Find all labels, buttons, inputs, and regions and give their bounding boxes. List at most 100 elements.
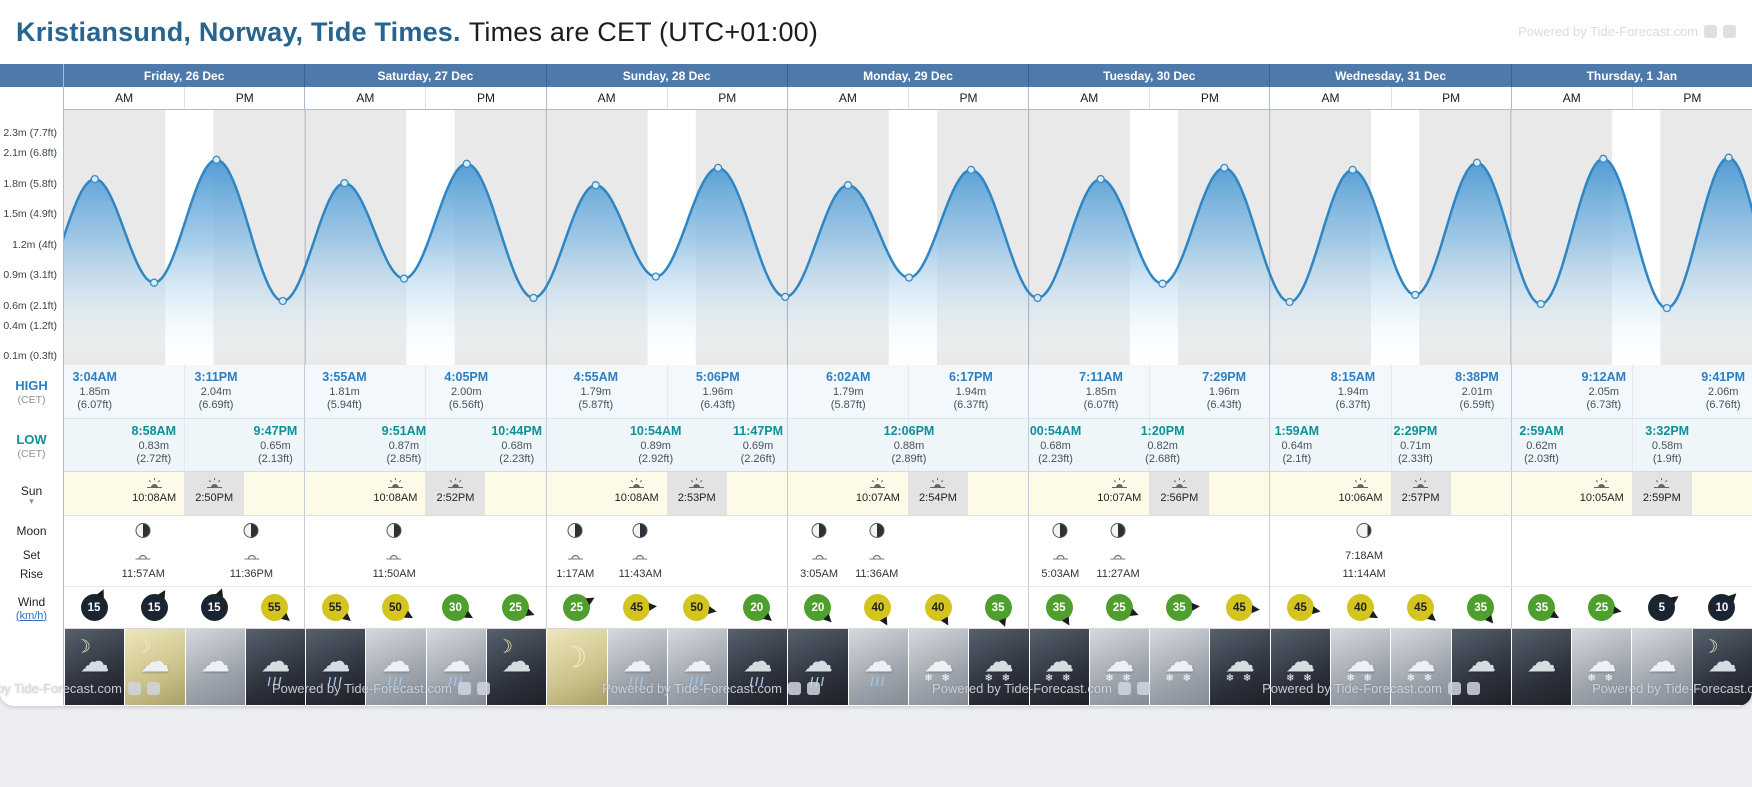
tide-height-m: 0.68m xyxy=(501,439,533,452)
ampm-cell: AM PM xyxy=(786,87,1028,109)
wind-speed-badge: 45 xyxy=(622,593,658,622)
low-tide-cell: 9:51AM 0.87m (2.85ft) 10:44PM 0.68m (2.23ft) xyxy=(304,419,545,471)
high-tide-entry: 9:12AM 2.05m (6.73ft) xyxy=(1582,370,1626,413)
moon-phase-icon xyxy=(1110,523,1126,538)
arrow-icon xyxy=(281,612,293,624)
tide-height-m: 0.71m xyxy=(1400,439,1431,452)
ampm-divider xyxy=(184,419,186,471)
sunrise-time: 10:08AM xyxy=(373,492,418,504)
weather-tile-cloud: ☁ xyxy=(1450,629,1511,705)
wind-speed-badge: 25 xyxy=(502,594,537,621)
wind-speed-badge: 35 xyxy=(1165,593,1201,622)
cloud-icon: ☁ xyxy=(1044,645,1075,679)
sun-cell: 10:08AM 2:50PM xyxy=(64,472,304,515)
day-header-text: Tuesday, 30 Dec xyxy=(1103,68,1196,83)
low-tide-entry: 2:59AM 0.62m (2.03ft) xyxy=(1519,424,1563,467)
tide-time: 1:20PM xyxy=(1140,424,1185,438)
wind-units-link[interactable]: (km/h) xyxy=(15,609,48,622)
wind-direction-arrow xyxy=(622,593,658,622)
axis-label: 0.4m (1.2ft) xyxy=(3,319,57,332)
sun-icon xyxy=(1413,478,1429,488)
tide-height-m: 1.96m xyxy=(702,385,734,398)
weather-tile-snow: ☁ ❄ ❄ xyxy=(1088,629,1150,705)
high-tide-cell: 7:11AM 1.85m (6.07ft) 7:29PM 1.96m (6.43ft) xyxy=(1028,365,1269,418)
ampm-label: PM xyxy=(1149,87,1269,109)
wind-direction-arrow xyxy=(1102,590,1140,625)
high-tide-cell: 3:55AM 1.81m (5.94ft) 4:05PM 2.00m (6.56ft) xyxy=(304,365,545,418)
day-header-cell: Monday, 29 Dec xyxy=(786,64,1028,87)
arrow-icon xyxy=(1061,616,1073,628)
sun-icon xyxy=(930,478,946,488)
wind-direction-arrow xyxy=(1041,589,1078,628)
day-header-text: Friday, 26 Dec xyxy=(143,68,225,83)
wind-speed-badge: 35 xyxy=(984,594,1012,629)
low-tide-entry: 1:59AM 0.64m (2.1ft) xyxy=(1275,424,1319,467)
sun-cell: 10:07AM 2:56PM xyxy=(1028,472,1269,515)
chevron-down-icon[interactable]: ▾ xyxy=(29,495,34,506)
tide-height-ft: (2.68ft) xyxy=(1145,453,1181,466)
tide-time: 7:29PM xyxy=(1202,370,1247,384)
ampm-divider xyxy=(1149,419,1151,471)
tide-height-ft: (2.33ft) xyxy=(1397,453,1433,466)
high-row-label: HIGH (CET) xyxy=(15,378,48,406)
arrow-icon xyxy=(880,616,892,628)
moon-icon: ☽ xyxy=(134,636,152,657)
snow-icon: ❄ ❄ xyxy=(1286,673,1315,685)
tide-height-m: 0.64m xyxy=(1281,439,1313,452)
low-tide-cell: 12:06PM 0.88m (2.89ft) xyxy=(786,419,1028,471)
cloud-icon: ☁ xyxy=(682,645,713,679)
arrow-icon xyxy=(1369,610,1381,622)
weather-tile-moon-cloud: ☽ ☁ xyxy=(485,629,547,705)
weather-tile-rain: ☁/// xyxy=(727,629,788,705)
moonrise-time: 11:43AM xyxy=(618,568,662,580)
axis-label: 2.3m (7.7ft) xyxy=(3,126,57,139)
tide-time: 3:55AM xyxy=(322,370,367,384)
weather-tile-snow: ☁ ❄ ❄ xyxy=(1149,629,1210,705)
high-tide-cell: 4:55AM 1.79m (5.87ft) 5:06PM 1.96m (6.43ft) xyxy=(545,365,787,418)
tide-height-ft: (2.89ft) xyxy=(891,453,927,466)
tide-height-m: 0.87m xyxy=(388,439,420,452)
arrow-icon xyxy=(1251,604,1261,614)
wind-speed-badge: 40 xyxy=(1347,594,1381,622)
day-header-cell: Sunday, 28 Dec xyxy=(545,64,787,87)
ampm-label: AM xyxy=(115,91,134,105)
cloud-icon: ☁ xyxy=(1285,645,1316,679)
sunset-entry: 2:54PM xyxy=(919,477,957,505)
sunrise-time: 10:08AM xyxy=(132,492,177,504)
arrow-icon xyxy=(1550,610,1562,622)
tide-time: 12:06PM xyxy=(883,424,935,438)
axis-label: 0.9m (3.1ft) xyxy=(3,269,57,282)
moon-phase-icon xyxy=(567,523,583,538)
ampm-cell: AM PM xyxy=(64,87,304,109)
cloud-icon: ☁ xyxy=(441,645,472,679)
arrow-icon xyxy=(525,608,537,619)
day-header-cell: Saturday, 27 Dec xyxy=(304,64,545,87)
cloud-icon: ☁ xyxy=(139,645,170,679)
y-axis-labels: 2.6m (8.5ft)2.3m (7.7ft)2.1m (6.8ft)1.8m… xyxy=(0,110,63,365)
moon-setrise-entry: 1:17AM xyxy=(556,547,594,583)
weather-tile-moon: ☽ xyxy=(546,629,607,705)
wind-direction-arrow xyxy=(1165,593,1201,622)
wind-direction-arrow xyxy=(197,586,232,625)
wind-speed-badge: 45 xyxy=(1407,594,1439,624)
sunset-entry: 2:53PM xyxy=(678,477,716,505)
social-icon[interactable] xyxy=(1704,25,1717,38)
moonrise-set-icon-line xyxy=(556,547,594,565)
social-icon[interactable] xyxy=(1723,25,1736,38)
arrow-icon xyxy=(95,587,107,598)
moon-setrise-entry: 11:50AM xyxy=(373,547,416,583)
high-tide-cell: 8:15AM 1.94m (6.37ft) 8:38PM 2.01m (6.59ft) xyxy=(1269,365,1510,418)
sun-icon xyxy=(1111,478,1127,488)
tide-height-ft: (2.85ft) xyxy=(386,453,422,466)
wind-direction-arrow xyxy=(738,588,776,626)
moon-cell xyxy=(545,516,787,545)
powered-by-watermark[interactable]: Powered by Tide-Forecast.com xyxy=(1518,24,1736,39)
sun-cell: 10:07AM 2:54PM xyxy=(786,472,1028,515)
moonrise-set-icon xyxy=(1110,554,1126,560)
sun-icon xyxy=(146,478,162,488)
sunset-entry: 2:57PM xyxy=(1402,477,1440,505)
ampm-label: AM xyxy=(1080,91,1099,105)
snow-icon: ❄ ❄ xyxy=(1165,673,1195,685)
powered-by-text[interactable]: Powered by Tide-Forecast.com xyxy=(1518,24,1698,39)
setrise-cell xyxy=(1510,545,1752,586)
